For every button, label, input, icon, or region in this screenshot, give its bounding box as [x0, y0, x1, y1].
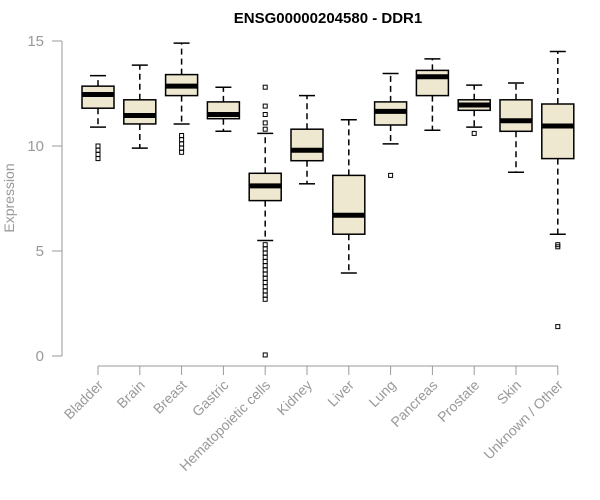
y-tick-label: 10 [27, 138, 44, 155]
y-tick-label: 15 [27, 33, 44, 50]
outlier-point [95, 147, 101, 153]
outlier-point [262, 267, 268, 273]
outlier-point [471, 130, 477, 136]
box-group [541, 50, 575, 330]
x-tick-label: Breast [150, 377, 190, 417]
box-iqr [499, 99, 533, 133]
outlier-point [179, 145, 185, 151]
box-group [457, 84, 491, 136]
outlier-point [262, 242, 268, 248]
box-iqr [415, 69, 450, 97]
box-group [415, 58, 450, 131]
box-group [81, 74, 115, 162]
y-axis-label: Expression [1, 163, 17, 232]
box-group [499, 82, 533, 173]
outlier-point [179, 133, 185, 138]
outlier-point [262, 126, 268, 132]
outlier-point [262, 254, 268, 260]
box-group [248, 84, 282, 358]
outlier-point [262, 259, 268, 264]
outlier-point [262, 296, 268, 302]
x-tick-label: Unknown / Other [480, 377, 566, 463]
box-iqr [290, 128, 324, 162]
outlier-point [95, 143, 101, 149]
outlier-point [262, 280, 268, 285]
outlier-point [555, 244, 561, 250]
x-tick-label: Bladder [61, 377, 107, 423]
outlier-point [262, 292, 268, 298]
x-tick-label: Liver [324, 377, 357, 410]
y-tick-label: 5 [36, 243, 44, 260]
outlier-point [262, 263, 268, 269]
box-iqr [123, 99, 157, 125]
outlier-point [179, 141, 185, 147]
x-tick-label: Kidney [274, 377, 316, 419]
outlier-point [262, 250, 268, 256]
y-tick-label: 0 [36, 348, 44, 365]
outlier-point [262, 120, 268, 126]
box-iqr [81, 85, 115, 109]
x-tick-label: Lung [365, 377, 398, 410]
outlier-point [95, 156, 101, 162]
box-group [373, 72, 408, 178]
outlier-point [388, 172, 394, 178]
outlier-point [262, 275, 268, 281]
boxes [81, 42, 575, 358]
chart-title: ENSG00000204580 - DDR1 [234, 10, 422, 27]
outlier-point [95, 151, 101, 157]
x-tick-label: Prostate [434, 377, 482, 425]
outlier-point [179, 149, 185, 155]
outlier-point [262, 84, 268, 90]
x-tick-label: Brain [113, 377, 147, 411]
outlier-point [262, 103, 268, 109]
box-group [332, 119, 366, 274]
outlier-point [555, 324, 561, 330]
x-tick-label: Skin [494, 377, 525, 408]
outlier-point [262, 284, 268, 290]
box-group [164, 42, 199, 155]
outlier-point [262, 246, 268, 252]
outlier-point [262, 288, 268, 294]
outlier-point [262, 352, 268, 358]
box-group [123, 64, 157, 149]
box-iqr [541, 103, 575, 160]
box-iqr [332, 174, 366, 235]
box-group [290, 94, 324, 185]
outlier-point [179, 137, 185, 143]
outlier-point [262, 112, 268, 117]
outlier-point [262, 271, 268, 277]
y-ticks: 0 5 10 15 [27, 33, 62, 365]
box-group [206, 86, 241, 133]
